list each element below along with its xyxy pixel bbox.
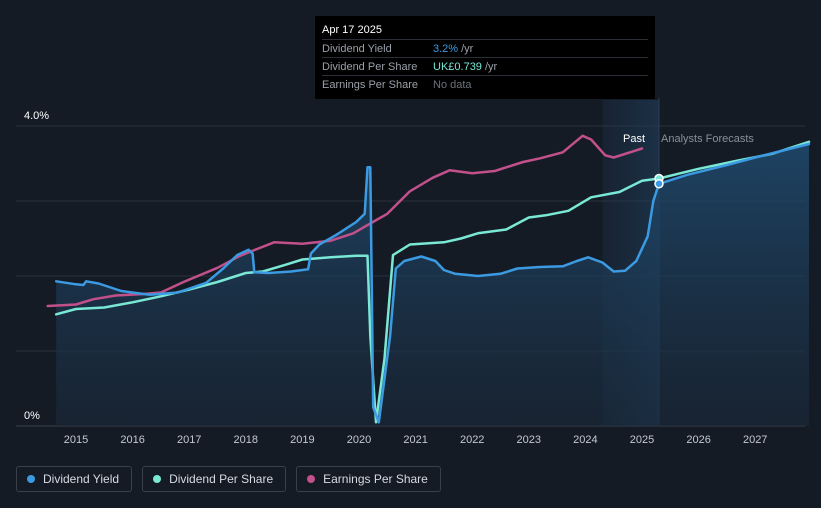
tooltip-value: UK£0.739 bbox=[433, 60, 482, 73]
tooltip-value: No data bbox=[433, 78, 472, 91]
x-tick-label: 2023 bbox=[517, 434, 541, 446]
tooltip-unit: /yr bbox=[484, 60, 498, 73]
x-tick-label: 2015 bbox=[64, 434, 88, 446]
legend-dot-icon bbox=[153, 475, 162, 483]
tooltip-row-earnings-per-share: Earnings Per Share No data bbox=[322, 75, 648, 93]
x-tick-label: 2026 bbox=[686, 434, 710, 446]
x-tick-label: 2018 bbox=[234, 434, 258, 446]
legend-dividend-per-share[interactable]: Dividend Per Share bbox=[142, 466, 287, 492]
x-tick-label: 2016 bbox=[120, 434, 144, 446]
hover-marker bbox=[654, 179, 664, 189]
tooltip-label: Earnings Per Share bbox=[322, 78, 418, 91]
x-tick-label: 2020 bbox=[347, 434, 371, 446]
tooltip-date: Apr 17 2025 bbox=[322, 24, 382, 36]
tooltip-value: 3.2% bbox=[433, 42, 459, 55]
y-tick-label: 0% bbox=[24, 410, 40, 422]
past-label: Past bbox=[623, 133, 645, 145]
legend-dot-icon bbox=[307, 475, 316, 483]
tooltip-unit: /yr bbox=[461, 42, 474, 55]
legend-dividend-yield[interactable]: Dividend Yield bbox=[16, 466, 133, 492]
y-tick-label: 4.0% bbox=[24, 110, 49, 122]
tooltip-label: Dividend Yield bbox=[322, 42, 392, 55]
series-area-0 bbox=[56, 144, 809, 426]
tooltip-row-dividend-yield: Dividend Yield 3.2% /yr bbox=[322, 39, 648, 57]
legend-earnings-per-share[interactable]: Earnings Per Share bbox=[296, 466, 441, 492]
series-lines bbox=[46, 134, 811, 424]
tooltip-label: Dividend Per Share bbox=[322, 60, 418, 73]
x-tick-label: 2017 bbox=[177, 434, 201, 446]
dividend-yield-area bbox=[56, 144, 809, 426]
legend-label: Earnings Per Share bbox=[323, 472, 428, 486]
legend-dot-icon bbox=[27, 475, 35, 483]
x-tick-label: 2025 bbox=[630, 434, 654, 446]
legend: Dividend Yield Dividend Per Share Earnin… bbox=[16, 466, 441, 492]
x-tick-label: 2022 bbox=[460, 434, 484, 446]
x-tick-label: 2024 bbox=[573, 434, 597, 446]
hover-tooltip: Apr 17 2025 Dividend Yield 3.2% /yr Divi… bbox=[315, 16, 655, 99]
legend-label: Dividend Yield bbox=[43, 472, 120, 486]
legend-label: Dividend Per Share bbox=[169, 472, 274, 486]
axis-labels: 4.0% 0% 2015 2016 2017 2018 2019 2020 2021 2022 20… bbox=[24, 110, 767, 446]
series-line-dividend-per-share bbox=[54, 140, 811, 424]
forecast-label: Analysts Forecasts bbox=[661, 133, 754, 145]
tooltip-row-dividend-per-share: Dividend Per Share UK£0.739 /yr bbox=[322, 57, 648, 75]
x-tick-label: 2027 bbox=[743, 434, 767, 446]
x-tick-label: 2019 bbox=[290, 434, 314, 446]
hover-markers bbox=[654, 173, 664, 189]
series-line-dividend-yield bbox=[54, 142, 811, 424]
x-tick-label: 2021 bbox=[403, 434, 427, 446]
